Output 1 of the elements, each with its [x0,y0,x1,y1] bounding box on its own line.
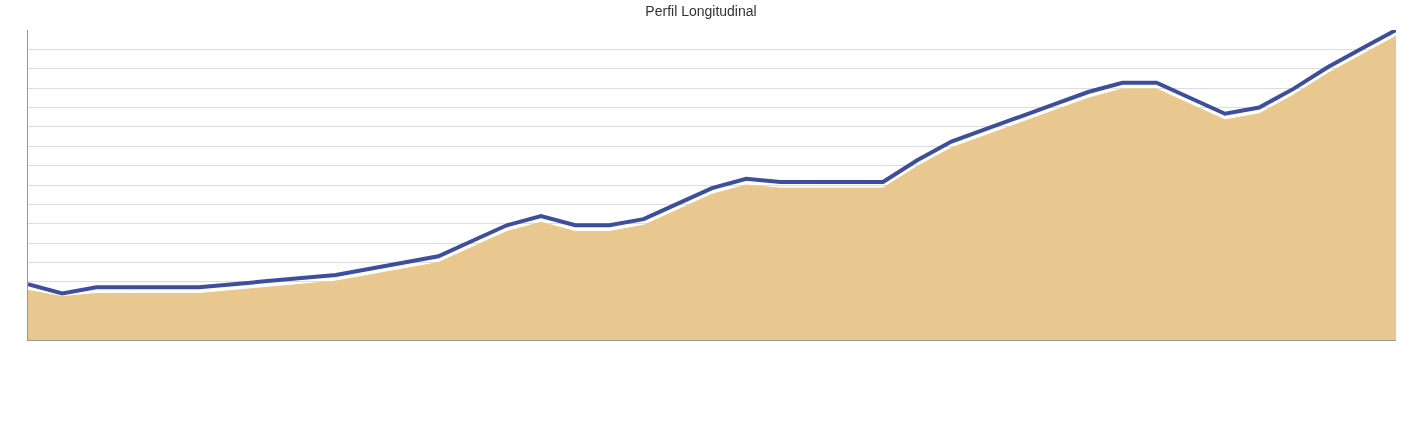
chart-title: Perfil Longitudinal [645,3,757,20]
